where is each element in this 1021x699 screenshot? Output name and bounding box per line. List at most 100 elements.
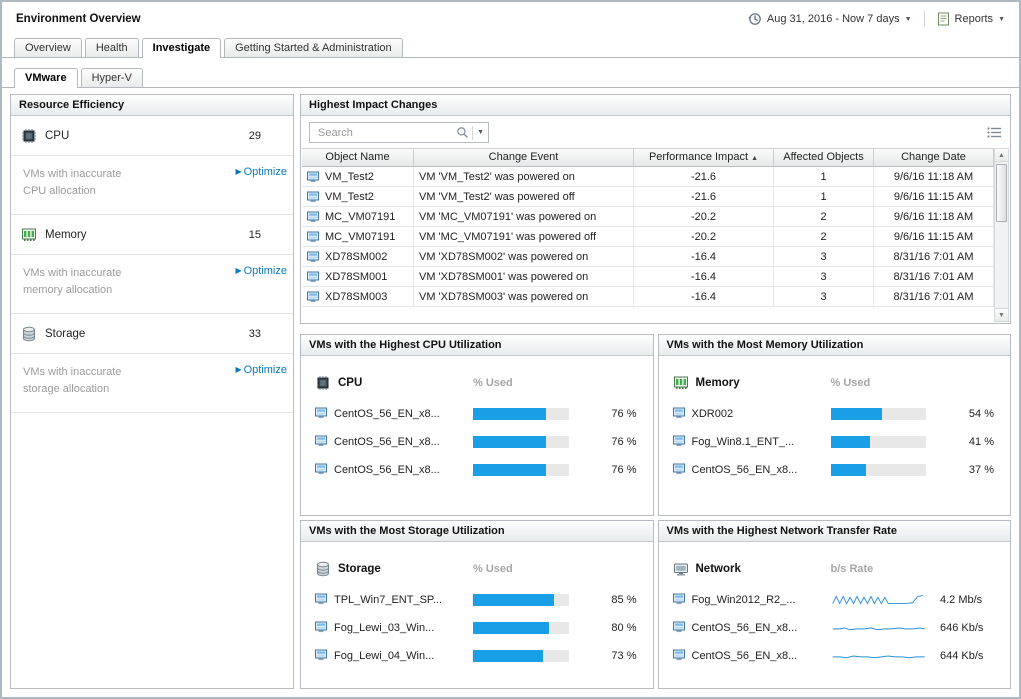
page-title: Environment Overview — [16, 13, 141, 25]
cpu-vm-row[interactable]: CentOS_56_EN_x8... 76 % — [315, 428, 637, 456]
cpu-allocation-note: VMs with inaccurate CPU allocation ▶ Opt… — [11, 156, 293, 216]
network-vm-row[interactable]: Fog_Win2012_R2_... 4.2 Mb/s — [672, 586, 995, 614]
vm-name: Fog_Win2012_R2_... — [691, 594, 796, 606]
utilization-value: 54 % — [968, 408, 994, 420]
cpu-metric-label: CPU — [45, 130, 70, 142]
table-row[interactable]: MC_VM07191 VM 'MC_VM07191' was powered o… — [302, 207, 994, 227]
cpu-metric-value: 29 — [248, 130, 261, 142]
cpu-utilization-title: VMs with the Highest CPU Utilization — [301, 335, 653, 356]
table-row[interactable]: XD78SM002 VM 'XD78SM002' was powered on … — [302, 247, 994, 267]
vm-icon — [307, 271, 320, 283]
storage-allocation-note: VMs with inaccurate storage allocation ▶… — [11, 354, 293, 414]
table-row[interactable]: VM_Test2 VM 'VM_Test2' was powered off -… — [302, 187, 994, 207]
memory-metric-value: 15 — [248, 229, 261, 242]
memory-vm-row[interactable]: CentOS_56_EN_x8... 37 % — [672, 456, 994, 484]
column-header-object-name[interactable]: Object Name — [302, 149, 414, 167]
network-transfer-title: VMs with the Highest Network Transfer Ra… — [658, 521, 1010, 542]
table-row[interactable]: VM_Test2 VM 'VM_Test2' was powered on -2… — [302, 167, 994, 187]
vm-name: CentOS_56_EN_x8... — [334, 408, 440, 420]
search-icon[interactable] — [456, 126, 469, 139]
storage-vm-row[interactable]: Fog_Lewi_04_Win... 73 % — [315, 642, 637, 670]
tab-getting-started-administration[interactable]: Getting Started & Administration — [224, 38, 403, 57]
reports-button[interactable]: Reports ▼ — [933, 10, 1009, 28]
tab-vmware[interactable]: VMware — [14, 68, 78, 88]
network-vm-row[interactable]: CentOS_56_EN_x8... 644 Kb/s — [672, 642, 995, 670]
vm-name: Fog_Lewi_03_Win... — [334, 622, 435, 634]
network-sparkline — [832, 627, 925, 631]
scroll-down-icon[interactable]: ▼ — [995, 308, 1008, 321]
cell-affected-objects: 3 — [774, 247, 874, 267]
utilization-bar — [830, 464, 926, 476]
cell-affected-objects: 1 — [774, 187, 874, 207]
network-sparkline — [831, 595, 923, 605]
scroll-up-icon[interactable]: ▲ — [995, 149, 1008, 162]
tab-hyper-v[interactable]: Hyper-V — [80, 68, 143, 87]
memory-icon — [22, 228, 36, 242]
scrollbar-thumb[interactable] — [996, 164, 1007, 222]
network-vm-row[interactable]: CentOS_56_EN_x8... 646 Kb/s — [672, 614, 995, 642]
memory-vm-row[interactable]: XDR002 54 % — [672, 400, 994, 428]
cell-performance-impact: -16.4 — [634, 267, 774, 287]
utilization-value: 76 % — [611, 408, 637, 420]
search-input[interactable] — [316, 125, 457, 140]
time-range-label: Aug 31, 2016 - Now 7 days — [766, 13, 900, 25]
table-row[interactable]: XD78SM003 VM 'XD78SM003' was powered on … — [302, 287, 994, 307]
cell-affected-objects: 2 — [774, 207, 874, 227]
memory-allocation-text: VMs with inaccurate memory allocation — [23, 267, 122, 297]
sub-tab-bar: VMware Hyper-V — [2, 64, 1019, 88]
utilization-bar — [473, 594, 569, 606]
column-header-performance-impact[interactable]: Performance Impact ▲ — [634, 149, 774, 167]
storage-optimize-link[interactable]: ▶ Optimize — [235, 364, 287, 377]
vm-icon — [672, 435, 686, 450]
highest-network-transfer-panel: VMs with the Highest Network Transfer Ra… — [657, 520, 1011, 689]
column-header-change-date[interactable]: Change Date — [874, 149, 994, 167]
cell-object-name: XD78SM003 — [302, 287, 414, 307]
storage-icon — [317, 561, 329, 577]
utilization-value: 85 % — [611, 594, 637, 606]
vm-icon — [315, 621, 328, 636]
vertical-scrollbar[interactable]: ▲ ▼ — [994, 148, 1009, 322]
cell-performance-impact: -16.4 — [634, 287, 774, 307]
chevron-down-icon: ▼ — [998, 15, 1005, 23]
tab-health[interactable]: Health — [84, 38, 139, 57]
search-options-chevron-icon[interactable]: ▼ — [477, 129, 484, 136]
vm-icon — [307, 171, 320, 183]
utilization-value: 76 % — [611, 436, 637, 448]
tab-investigate[interactable]: Investigate — [141, 38, 222, 58]
vm-icon — [315, 649, 328, 664]
cell-object-name: XD78SM002 — [302, 247, 414, 267]
cell-performance-impact: -16.4 — [634, 247, 774, 267]
cell-affected-objects: 3 — [774, 287, 874, 307]
vm-icon — [672, 649, 686, 664]
network-resource-label: Network — [695, 563, 741, 575]
vm-name: XDR002 — [691, 408, 734, 420]
memory-vm-row[interactable]: Fog_Win8.1_ENT_... 41 % — [672, 428, 994, 456]
storage-vm-row[interactable]: Fog_Lewi_03_Win... 80 % — [315, 614, 637, 642]
report-icon — [937, 12, 949, 26]
storage-vm-row[interactable]: TPL_Win7_ENT_SP... 85 % — [315, 586, 637, 614]
time-range-selector[interactable]: Aug 31, 2016 - Now 7 days ▼ — [744, 10, 916, 28]
column-header-affected-objects[interactable]: Affected Objects — [774, 149, 874, 167]
tab-overview[interactable]: Overview — [14, 38, 82, 57]
column-header-change-event[interactable]: Change Event — [414, 149, 634, 167]
utilization-bar — [473, 436, 569, 448]
storage-metric-label: Storage — [45, 328, 86, 341]
vm-icon — [672, 593, 686, 608]
storage-metric-row: Storage 33 — [11, 314, 293, 355]
table-row[interactable]: XD78SM001 VM 'XD78SM001' was powered on … — [302, 267, 994, 287]
cpu-optimize-link[interactable]: ▶ Optimize — [235, 166, 287, 178]
vm-icon — [315, 435, 328, 450]
cell-object-name: XD78SM001 — [302, 267, 414, 287]
utilization-value: 37 % — [968, 464, 994, 476]
cell-performance-impact: -20.2 — [634, 207, 774, 227]
vm-icon — [672, 621, 686, 636]
cpu-vm-row[interactable]: CentOS_56_EN_x8... 76 % — [315, 456, 637, 484]
vm-icon — [307, 231, 320, 243]
table-row[interactable]: MC_VM07191 VM 'MC_VM07191' was powered o… — [302, 227, 994, 247]
cpu-vm-row[interactable]: CentOS_56_EN_x8... 76 % — [315, 400, 637, 428]
table-options-icon[interactable] — [987, 126, 1002, 139]
top-bar: Environment Overview Aug 31, 2016 - Now … — [2, 2, 1019, 36]
memory-optimize-link[interactable]: ▶ Optimize — [235, 265, 287, 278]
play-icon: ▶ — [235, 365, 242, 375]
